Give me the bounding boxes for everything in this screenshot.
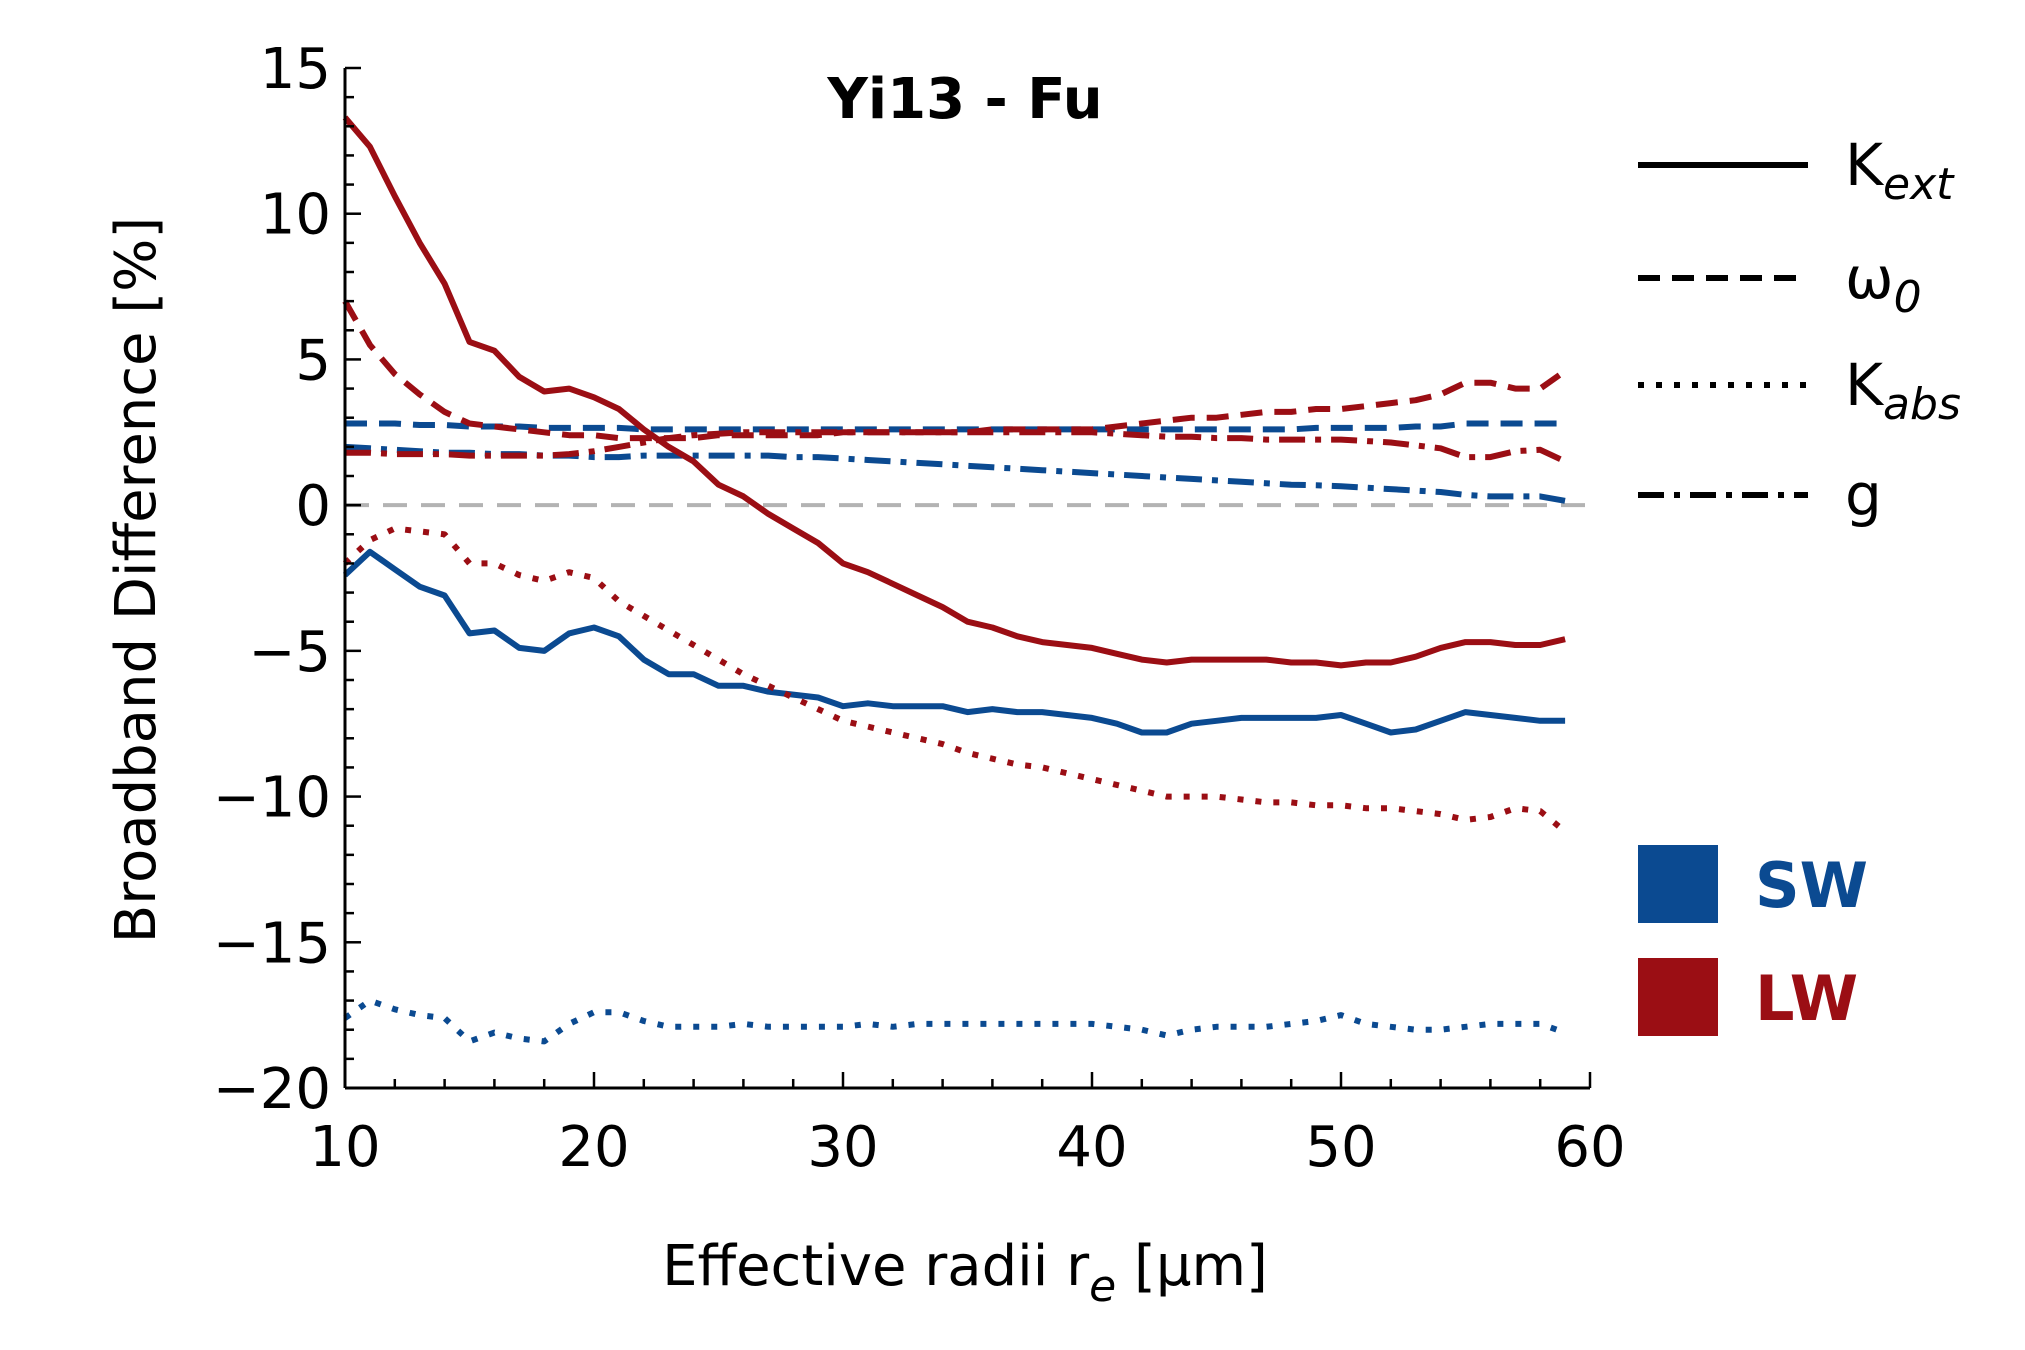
legend-lw-label: LW	[1755, 962, 1858, 1035]
x-axis-label-sub: e	[1089, 1261, 1116, 1312]
plot-area: −20 −15 −10 −5 0 5 10 15 10 20 30 40 50 60	[213, 37, 1626, 1180]
y-tick-label: −20	[213, 1057, 331, 1122]
x-tick-label: 10	[309, 1115, 380, 1180]
y-tick-label: 15	[260, 37, 331, 102]
y-tick-label: −5	[248, 620, 331, 685]
series-layer	[342, 115, 1568, 1045]
y-axis-ticks: −20 −15 −10 −5 0 5 10 15	[213, 37, 361, 1122]
x-tick-label: 20	[558, 1115, 629, 1180]
x-tick-label: 60	[1554, 1115, 1625, 1180]
legend-solid-label: Kext	[1845, 131, 1955, 210]
x-tick-label: 40	[1056, 1115, 1127, 1180]
x-axis-label-units: [μm]	[1116, 1234, 1268, 1299]
series-lw-k-abs-line	[342, 525, 1568, 834]
x-axis-label: Effective radii re [μm]	[662, 1234, 1268, 1312]
x-tick-label: 30	[807, 1115, 878, 1180]
x-axis-ticks: 10 20 30 40 50 60	[309, 1072, 1626, 1180]
y-tick-label: −10	[213, 766, 331, 831]
chart-title: Yi13 - Fu	[826, 67, 1102, 132]
x-tick-label: 50	[1305, 1115, 1376, 1180]
legend-dotted-label: Kabs	[1845, 351, 1961, 430]
legend-dashed-label: ω0	[1845, 244, 1922, 323]
series-sw-omega-0-line	[345, 420, 1566, 433]
y-tick-label: −15	[213, 911, 331, 976]
series-lw-omega-0-line	[342, 299, 1567, 442]
legend-lw-swatch	[1638, 958, 1718, 1036]
series-sw-g-line	[344, 443, 1566, 504]
series-sw-k-ext-line	[342, 548, 1566, 736]
legend-dashdot-label: g	[1845, 461, 1882, 529]
y-tick-label: 5	[295, 328, 331, 393]
series-lw-g-line	[345, 429, 1567, 465]
series-lw-k-ext-line	[342, 115, 1566, 669]
series-sw-k-abs-line	[343, 997, 1567, 1045]
legend-bands: SW LW	[1638, 845, 1868, 1036]
y-tick-label: 0	[295, 474, 331, 539]
legend-line-styles: Kext ω0 Kabs g	[1638, 131, 1961, 529]
legend-sw-label: SW	[1755, 849, 1868, 922]
legend-sw-swatch	[1638, 845, 1718, 923]
y-tick-label: 10	[260, 183, 331, 248]
x-axis-label-main: Effective radii r	[662, 1234, 1090, 1299]
y-axis-label: Broadband Difference [%]	[104, 217, 169, 943]
